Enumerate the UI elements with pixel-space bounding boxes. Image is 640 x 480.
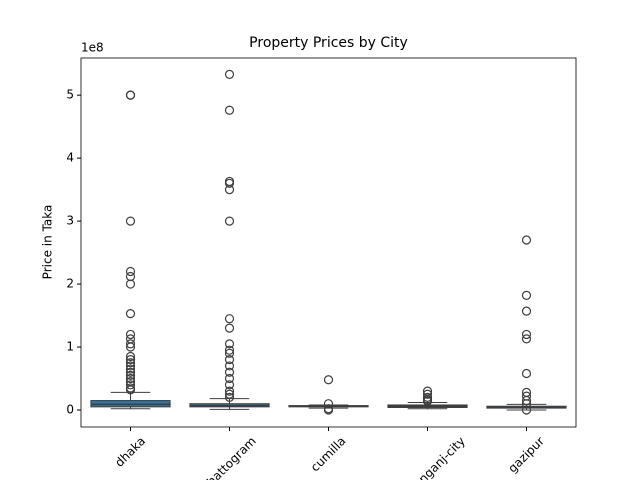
outlier <box>125 370 136 380</box>
outlier <box>125 361 136 371</box>
outlier <box>521 405 532 415</box>
outlier <box>521 290 532 300</box>
outlier <box>125 90 136 100</box>
outlier <box>125 266 136 277</box>
x-tick-label: chattogram <box>199 434 258 480</box>
outlier <box>125 309 136 319</box>
y-tick-label: 3 <box>66 214 74 228</box>
outlier <box>125 351 136 362</box>
outlier <box>224 392 235 403</box>
outlier <box>521 235 532 245</box>
outlier <box>125 367 136 377</box>
outlier <box>521 395 532 406</box>
outlier <box>125 342 136 352</box>
outlier <box>125 216 136 226</box>
offset-label: 1e8 <box>81 41 104 55</box>
outlier <box>422 389 433 399</box>
outlier <box>125 385 136 395</box>
outlier <box>224 216 235 226</box>
outlier <box>224 355 235 365</box>
outlier <box>224 380 235 390</box>
x-tick-label: cumilla <box>308 434 348 474</box>
y-tick-label: 0 <box>66 402 74 416</box>
x-tick-label: gazipur <box>505 434 547 476</box>
y-tick-label: 5 <box>66 88 74 102</box>
outlier <box>323 375 334 385</box>
outlier <box>224 389 235 399</box>
outlier <box>224 314 235 324</box>
outlier <box>224 373 235 384</box>
outlier <box>224 348 235 358</box>
outlier <box>323 399 334 409</box>
y-tick-label: 1 <box>66 340 74 354</box>
outlier <box>125 364 136 374</box>
plot-frame <box>80 57 577 428</box>
outlier <box>422 396 433 406</box>
outlier <box>224 69 235 79</box>
outlier <box>224 176 235 187</box>
outlier <box>521 306 532 316</box>
x-tick-label: dhaka <box>112 434 148 470</box>
outlier <box>224 367 235 377</box>
outlier <box>224 361 235 371</box>
outlier <box>224 105 235 115</box>
outlier <box>125 358 136 368</box>
outlier <box>521 334 532 344</box>
outlier <box>125 279 136 289</box>
outlier <box>521 329 532 340</box>
outlier <box>224 178 235 188</box>
outlier <box>224 345 235 355</box>
y-tick-label: 2 <box>66 277 74 291</box>
outlier <box>521 368 532 379</box>
outlier <box>125 380 136 390</box>
outlier <box>125 355 136 365</box>
x-tick-label: narayanganj-city <box>386 434 468 480</box>
chart-title: Property Prices by City <box>249 35 408 51</box>
y-tick-label: 4 <box>66 151 74 165</box>
y-axis-label: Price in Taka <box>41 205 55 280</box>
outlier <box>224 185 235 195</box>
outlier <box>224 386 235 396</box>
outlier <box>125 339 136 349</box>
outlier <box>125 329 136 340</box>
outlier <box>125 373 136 384</box>
outlier <box>224 339 235 349</box>
outlier <box>125 271 136 282</box>
outlier <box>323 405 334 415</box>
outlier <box>521 399 532 409</box>
outlier <box>224 323 235 333</box>
